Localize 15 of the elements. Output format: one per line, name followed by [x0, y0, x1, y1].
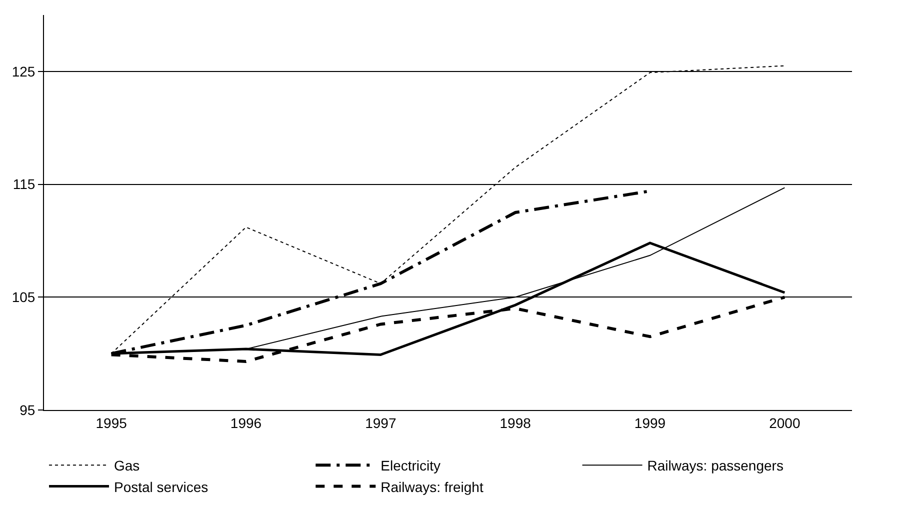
legend-label: Railways: freight [380, 478, 484, 495]
x-tick-label: 2000 [769, 414, 800, 431]
x-tick-label: 1998 [500, 414, 532, 431]
legend-label: Railways: passengers [647, 458, 784, 474]
x-tick-label: 1996 [230, 414, 262, 431]
y-tick-label: 105 [12, 289, 36, 306]
x-tick-label: 1999 [634, 414, 666, 431]
y-tick-label: 95 [20, 402, 36, 418]
legend-label: Gas [114, 458, 140, 474]
y-tick-label: 115 [12, 176, 36, 192]
legend-label: Electricity [380, 458, 441, 474]
legend-label: Postal services [114, 478, 208, 495]
y-tick-label: 125 [12, 63, 36, 80]
x-tick-label: 1997 [365, 414, 396, 431]
x-tick-label: 1995 [96, 414, 128, 431]
